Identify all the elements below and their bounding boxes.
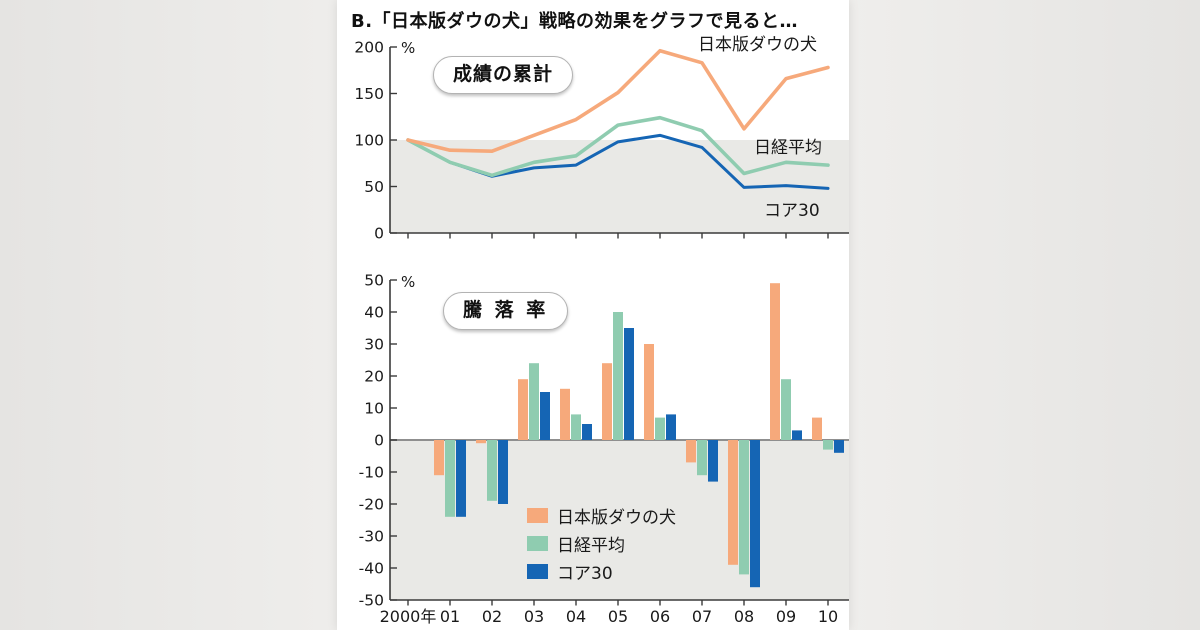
chart-panel: B.「日本版ダウの犬」戦略の効果をグラフで見ると… 0 50 100 150 200% … xyxy=(337,0,849,630)
cumulative-chart-svg: 0 50 100 150 200% xyxy=(354,39,849,243)
bar-core30-02 xyxy=(498,440,508,504)
bar-dow-10 xyxy=(812,417,822,440)
legend-label-nikkei: 日経平均 xyxy=(557,535,625,556)
line-dow xyxy=(406,48,830,153)
legend: 日本版ダウの犬 日経平均 コア30 xyxy=(527,501,676,585)
y-tick-label: -40 xyxy=(359,560,384,578)
x-tick-label: 10 xyxy=(818,607,838,626)
bar-nikkei-08 xyxy=(739,440,749,575)
x-tick-label: 09 xyxy=(776,607,796,626)
series-label-nikkei: 日経平均 xyxy=(754,138,822,158)
change-rate-chart-badge: 騰 落 率 xyxy=(443,292,569,330)
bar-dow-05 xyxy=(602,363,612,440)
y-tick-label: 50 xyxy=(364,272,384,290)
bar-core30-06 xyxy=(666,414,676,440)
legend-item-nikkei: 日経平均 xyxy=(527,529,676,557)
bar-dow-01 xyxy=(434,440,444,476)
y-tick-label: 10 xyxy=(364,400,384,418)
y-tick-label: 20 xyxy=(364,368,384,386)
line-nikkei xyxy=(406,115,830,178)
x-tick-label: 07 xyxy=(692,607,712,626)
y-tick-label: 50 xyxy=(364,178,384,196)
y-tick-label: -10 xyxy=(359,464,384,482)
bar-nikkei-07 xyxy=(697,440,707,476)
x-tick-label: 08 xyxy=(734,607,754,626)
y-tick-label: 100 xyxy=(354,132,384,150)
bar-core30-08 xyxy=(750,440,760,588)
bar-core30-04 xyxy=(582,424,592,440)
bar-nikkei-01 xyxy=(445,440,455,517)
series-label-core30: コア30 xyxy=(764,201,820,221)
legend-item-core30: コア30 xyxy=(527,557,676,585)
bar-core30-01 xyxy=(456,440,466,517)
bar-nikkei-02 xyxy=(487,440,497,501)
bar-core30-07 xyxy=(708,440,718,482)
y-tick-label: -20 xyxy=(359,496,384,514)
legend-swatch-dow xyxy=(527,507,548,523)
bar-core30-03 xyxy=(540,392,550,440)
bar-nikkei-03 xyxy=(529,363,539,440)
page-title: B.「日本版ダウの犬」戦略の効果をグラフで見ると… xyxy=(351,11,799,32)
unit-label: % xyxy=(401,39,415,57)
unit-label: % xyxy=(401,273,415,291)
y-tick-label: 0 xyxy=(374,432,384,450)
legend-swatch-core30 xyxy=(527,563,548,579)
bar-dow-06 xyxy=(644,344,654,440)
legend-item-dow: 日本版ダウの犬 xyxy=(527,501,676,529)
legend-label-core30: コア30 xyxy=(557,563,613,584)
x-tick-label: 03 xyxy=(524,607,544,626)
x-tick-label: 2000年 xyxy=(380,607,437,626)
cumulative-chart-badge: 成績の累計 xyxy=(433,56,574,94)
change-rate-chart-svg: -50 -40 -30 -20 -10 0 10 20 30 40 50 % 2000年 01 02 03 04… xyxy=(359,272,849,626)
bar-nikkei-05 xyxy=(613,312,623,440)
bar-core30-05 xyxy=(624,328,634,440)
y-tick-label: -30 xyxy=(359,528,384,546)
x-tick-label: 02 xyxy=(482,607,502,626)
y-tick-label: 40 xyxy=(364,304,384,322)
bar-nikkei-09 xyxy=(781,379,791,440)
bar-nikkei-04 xyxy=(571,414,581,440)
bar-dow-02 xyxy=(476,440,486,444)
x-tick-label: 05 xyxy=(608,607,628,626)
bar-core30-10 xyxy=(834,440,844,453)
below-zero-shaded-region xyxy=(390,440,849,600)
y-tick-label: 150 xyxy=(354,85,384,103)
x-tick-label: 06 xyxy=(650,607,670,626)
y-tick-label: 30 xyxy=(364,336,384,354)
bar-nikkei-06 xyxy=(655,417,665,440)
bar-dow-07 xyxy=(686,440,696,463)
bar-dow-08 xyxy=(728,440,738,565)
y-tick-label: 200 xyxy=(354,39,384,57)
y-tick-label: 0 xyxy=(374,225,384,243)
bar-dow-03 xyxy=(518,379,528,440)
x-tick-label: 01 xyxy=(440,607,460,626)
legend-label-dow: 日本版ダウの犬 xyxy=(557,507,676,528)
y-tick-label: -50 xyxy=(359,592,384,610)
bar-dow-09 xyxy=(770,283,780,440)
bar-nikkei-10 xyxy=(823,440,833,450)
bar-core30-09 xyxy=(792,430,802,440)
x-tick-label: 04 xyxy=(566,607,586,626)
bar-dow-04 xyxy=(560,388,570,440)
series-label-dow: 日本版ダウの犬 xyxy=(698,35,817,55)
legend-swatch-nikkei xyxy=(527,535,548,551)
